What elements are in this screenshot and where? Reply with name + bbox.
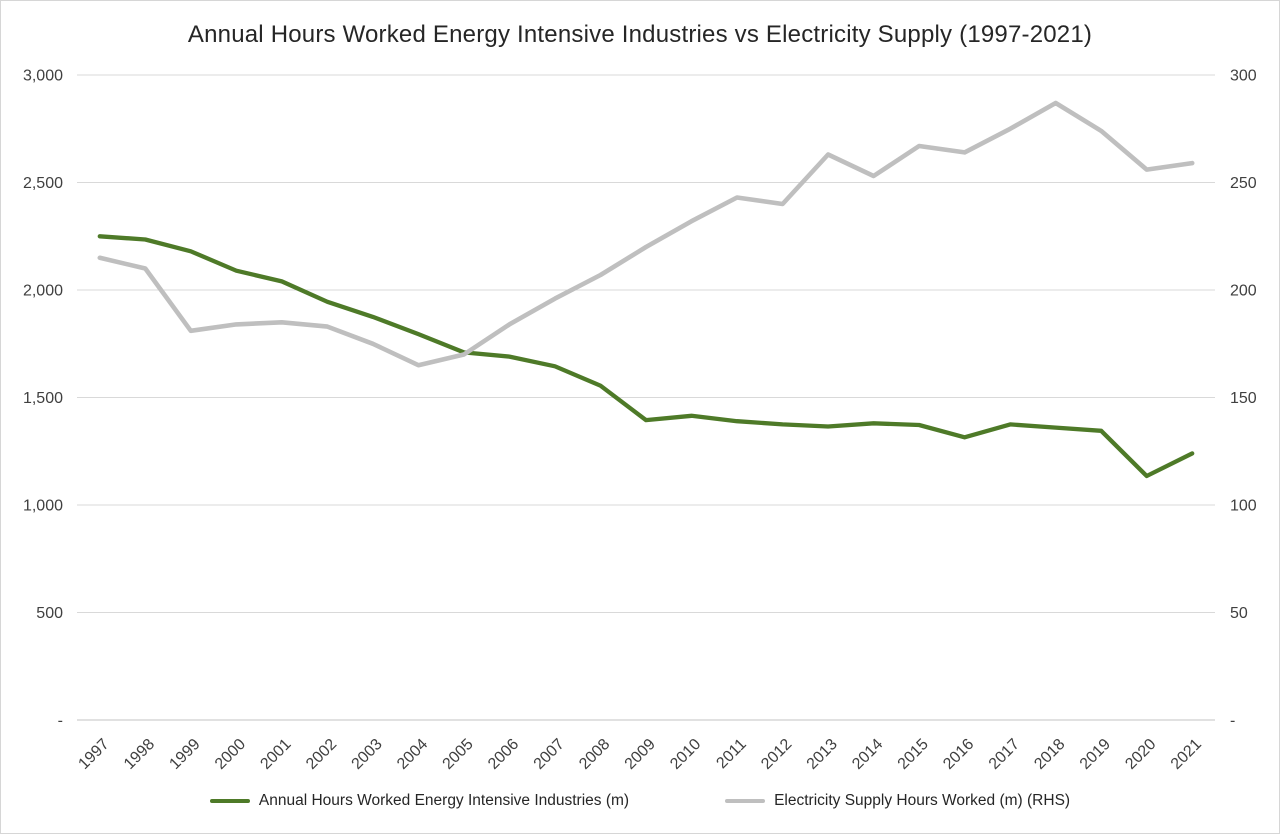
x-axis-year-label: 2009: [622, 736, 659, 773]
gray-line-swatch-icon: [725, 798, 766, 804]
x-axis-year-label: 2017: [986, 736, 1023, 773]
x-axis-year-label: 2003: [349, 736, 386, 773]
right-axis-tick-label: 200: [1230, 283, 1257, 300]
x-axis-year-label: 2019: [1077, 736, 1114, 773]
left-axis-tick-label: -: [58, 713, 63, 730]
x-axis-year-label: 2000: [212, 736, 249, 773]
x-axis-year-label: 2006: [485, 736, 522, 773]
right-axis-tick-label: 150: [1230, 390, 1257, 407]
x-axis-year-label: 2018: [1031, 736, 1068, 773]
left-axis-tick-label: 2,000: [23, 283, 63, 300]
left-axis-tick-label: 3,000: [23, 68, 63, 85]
x-axis-year-label: 2002: [303, 736, 340, 773]
legend-label-electricity-supply: Electricity Supply Hours Worked (m) (RHS…: [774, 792, 1071, 809]
x-axis-year-label: 2010: [667, 736, 704, 773]
x-axis-year-label: 2016: [940, 736, 977, 773]
x-axis-year-label: 2001: [257, 736, 294, 773]
green-line-swatch-icon: [209, 798, 250, 804]
x-axis-year-label: 1997: [75, 736, 112, 773]
left-axis-tick-label: 500: [36, 605, 63, 622]
x-axis-year-label: 2008: [576, 736, 613, 773]
legend-label-annual-hours: Annual Hours Worked Energy Intensive Ind…: [258, 792, 630, 809]
x-axis-year-label: 2021: [1168, 736, 1205, 773]
series-line-annual-hours: [97, 234, 1195, 479]
left-axis-tick-label: 1,000: [23, 498, 63, 515]
x-axis-year-label: 2015: [895, 736, 932, 773]
legend-item-annual-hours: Annual Hours Worked Energy Intensive Ind…: [209, 792, 630, 810]
legend: Annual Hours Worked Energy Intensive Ind…: [1, 792, 1279, 810]
x-axis-year-label: 2004: [394, 736, 431, 773]
x-axis-year-label: 2014: [849, 736, 886, 773]
right-axis-tick-label: 100: [1230, 498, 1257, 515]
series-line-electricity-supply: [97, 100, 1195, 368]
legend-item-electricity-supply: Electricity Supply Hours Worked (m) (RHS…: [725, 792, 1070, 810]
right-axis-tick-label: 250: [1230, 175, 1257, 192]
x-axis-year-label: 2020: [1122, 736, 1159, 773]
chart-title: Annual Hours Worked Energy Intensive Ind…: [187, 21, 1093, 48]
x-axis-year-label: 2012: [758, 736, 795, 773]
x-axis-year-label: 1998: [121, 736, 158, 773]
right-axis-tick-label: 300: [1230, 68, 1257, 85]
x-axis-year-label: 1999: [166, 736, 203, 773]
left-axis-tick-label: 1,500: [23, 390, 63, 407]
left-axis-tick-label: 2,500: [23, 175, 63, 192]
right-axis-tick-label: 50: [1230, 605, 1248, 622]
x-axis-year-label: 2005: [440, 736, 477, 773]
x-axis-year-label: 2011: [713, 736, 749, 772]
x-axis-year-label: 2013: [804, 736, 841, 773]
x-axis-year-label: 2007: [531, 736, 568, 773]
right-axis-tick-label: -: [1230, 713, 1235, 730]
